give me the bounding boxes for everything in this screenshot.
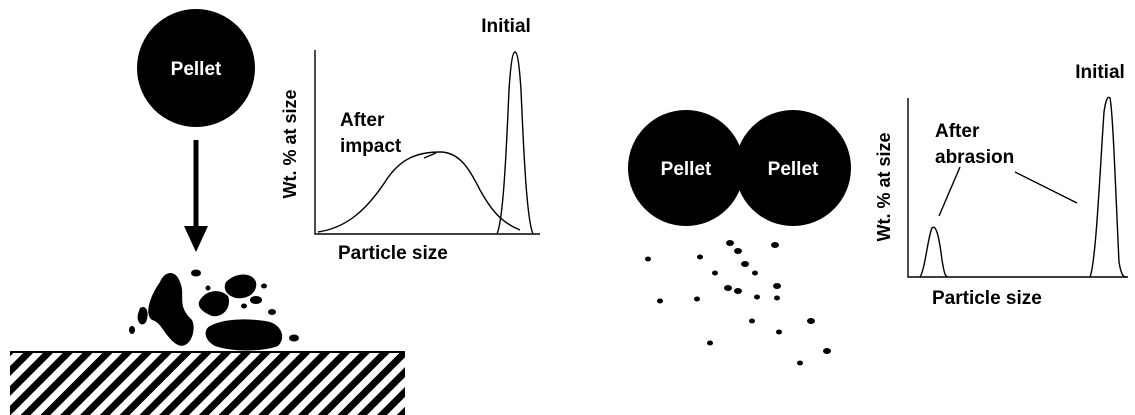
abrasion-graph-axes (907, 98, 1128, 278)
impact-ylabel: Wt. % at size (280, 89, 300, 198)
impact-label-after-line2: impact (340, 136, 402, 157)
falling-pellet: Pellet (137, 9, 255, 127)
impact-surface (10, 351, 405, 415)
impact-curve-after (317, 151, 521, 233)
impact-label-after-line1: After (340, 110, 385, 131)
abrasion-label-after-line1: After (935, 121, 980, 142)
impact-panel: Pellet (10, 9, 540, 415)
falling-pellet-label: Pellet (171, 59, 222, 80)
abrasion-ylabel: Wt. % at size (874, 132, 894, 241)
impact-arrow (184, 140, 208, 252)
abrasion-curve-initial (1089, 96, 1127, 278)
pellet-right-label: Pellet (768, 159, 819, 180)
abrasion-curve-after (919, 226, 949, 278)
abrasion-xlabel: Particle size (932, 288, 1042, 309)
abrasion-panel: Pellet Pellet (628, 62, 1128, 366)
pellet-left: Pellet (628, 110, 744, 226)
impact-after-leader (423, 152, 437, 159)
abrasion-label-after-line2: abrasion (935, 147, 1014, 168)
abrasion-graph: Initial After abrasion Particle size Wt.… (874, 62, 1128, 309)
impact-xlabel: Particle size (338, 243, 448, 264)
impact-fragments (129, 269, 299, 351)
impact-label-initial: Initial (481, 16, 531, 37)
abrasion-label-initial: Initial (1075, 62, 1125, 83)
abrasion-fines (645, 240, 831, 366)
impact-graph-axes (314, 50, 540, 235)
abrasion-after-leader-right (1014, 171, 1078, 204)
pellet-right: Pellet (735, 110, 851, 226)
impact-curve-initial (496, 51, 534, 235)
impact-graph: Initial After impact Particle size Wt. %… (280, 16, 540, 264)
abrasion-after-leader-left (938, 166, 961, 217)
pellet-left-label: Pellet (661, 159, 712, 180)
